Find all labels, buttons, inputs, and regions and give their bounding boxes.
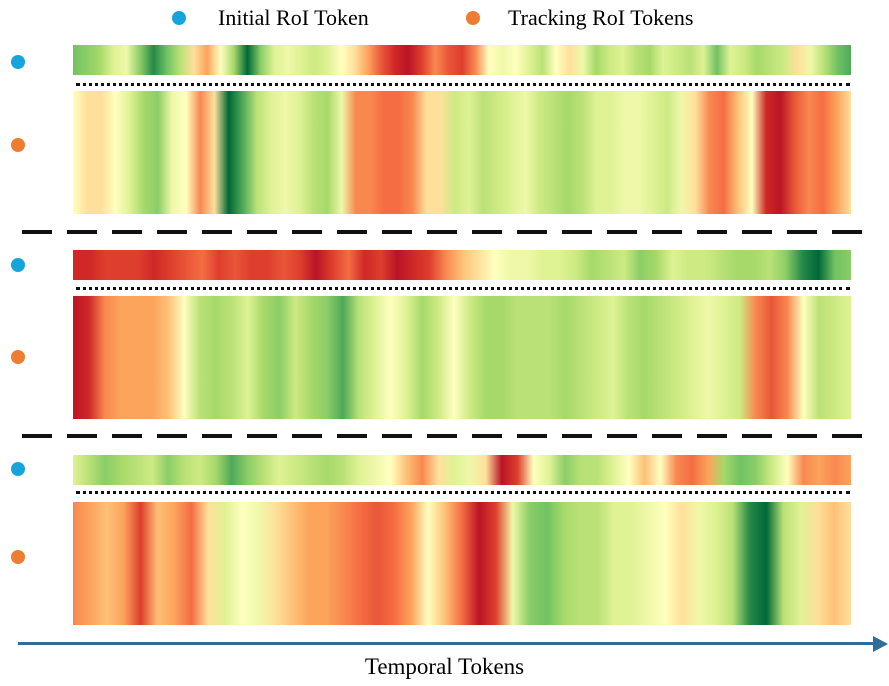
tracking-roi-heatmap-3 [73, 502, 851, 625]
tracking-token-marker-1 [11, 138, 25, 152]
dashed-group-divider-1 [22, 230, 871, 234]
initial-roi-heatmap-1 [73, 45, 851, 75]
initial-roi-legend-dot [172, 11, 186, 25]
initial-roi-heatmap-2 [73, 250, 851, 280]
tracking-token-marker-3 [11, 550, 25, 564]
tracking-roi-legend-label: Tracking RoI Tokens [508, 5, 694, 30]
dotted-separator-2 [76, 287, 850, 290]
initial-token-marker-3 [11, 462, 25, 476]
temporal-axis-label: Temporal Tokens [364, 654, 525, 679]
temporal-axis-arrowhead [873, 636, 888, 652]
tracking-token-marker-2 [11, 350, 25, 364]
dotted-separator-3 [76, 491, 850, 494]
tracking-roi-heatmap-1 [73, 91, 851, 214]
tracking-roi-legend-dot [466, 11, 480, 25]
temporal-axis-line [18, 642, 874, 645]
tracking-roi-heatmap-2 [73, 296, 851, 419]
dotted-separator-1 [76, 83, 850, 86]
initial-token-marker-2 [11, 258, 25, 272]
dashed-group-divider-2 [22, 434, 871, 438]
initial-roi-legend-label: Initial RoI Token [218, 5, 369, 30]
initial-roi-heatmap-3 [73, 455, 851, 485]
initial-token-marker-1 [11, 55, 25, 69]
